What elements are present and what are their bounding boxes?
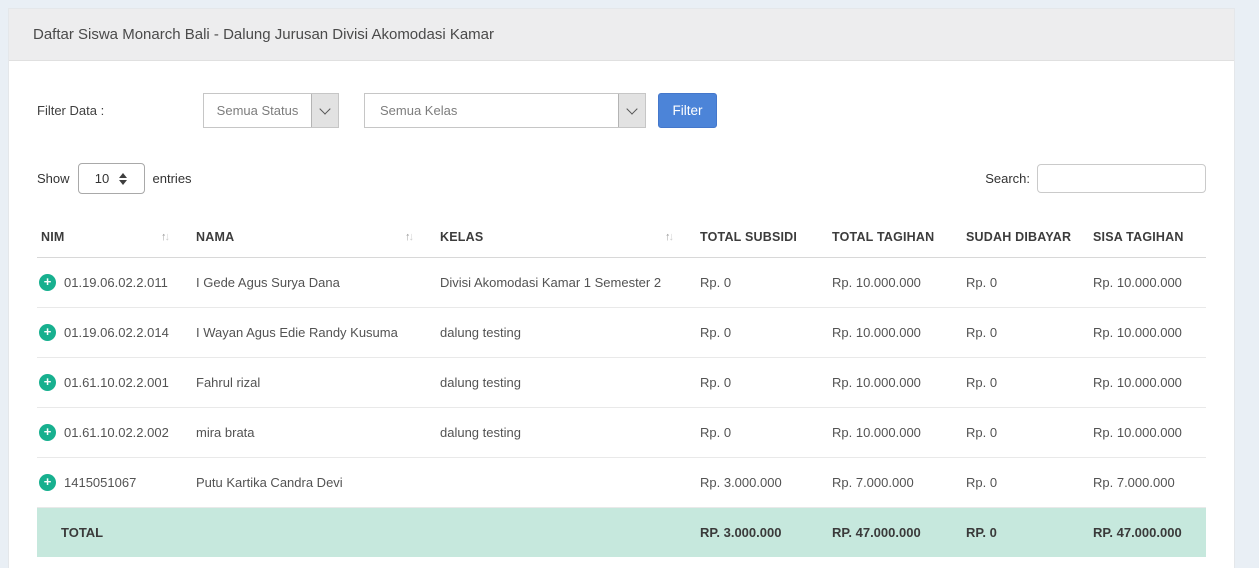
panel-body: Filter Data : Semua Status Semua Kelas F… xyxy=(9,61,1234,558)
column-header-sisa-tagihan: SISA TAGIHAN xyxy=(1089,217,1206,258)
column-header-kelas[interactable]: KELAS ↑↓ xyxy=(436,217,696,258)
cell-kelas: dalung testing xyxy=(436,357,696,409)
sort-icon: ↑↓ xyxy=(665,231,674,243)
cell-total-tagihan: Rp. 7.000.000 xyxy=(828,457,962,509)
panel-header: Daftar Siswa Monarch Bali - Dalung Jurus… xyxy=(9,9,1234,61)
cell-nim: 01.61.10.02.2.002 xyxy=(64,425,169,441)
table-row: +01.19.06.02.2.014 I Wayan Agus Edie Ran… xyxy=(37,307,1206,359)
show-label: Show xyxy=(37,171,70,186)
cell-total-tagihan: Rp. 10.000.000 xyxy=(828,307,962,359)
cell-sudah-dibayar: Rp. 0 xyxy=(962,257,1089,309)
column-header-total-subsidi: TOTAL SUBSIDI xyxy=(696,217,828,258)
sort-icon: ↑↓ xyxy=(405,231,414,243)
total-row: TOTAL RP. 3.000.000 RP. 47.000.000 RP. 0… xyxy=(37,507,1206,558)
cell-nama: Putu Kartika Candra Devi xyxy=(192,457,436,509)
table-header-row: NIM ↑↓ NAMA ↑↓ KELAS ↑↓ TOTAL SUBSIDI TO… xyxy=(37,217,1206,258)
filter-row: Filter Data : Semua Status Semua Kelas F… xyxy=(37,93,1206,128)
show-entries-control: Show 10 entries xyxy=(37,163,192,194)
total-label: TOTAL xyxy=(37,507,696,558)
search-input[interactable] xyxy=(1037,164,1206,193)
cell-total-subsidi: Rp. 3.000.000 xyxy=(696,457,828,509)
kelas-select-value: Semua Kelas xyxy=(380,103,458,118)
column-header-total-tagihan: TOTAL TAGIHAN xyxy=(828,217,962,258)
column-header-sudah-dibayar: SUDAH DIBAYAR xyxy=(962,217,1089,258)
cell-kelas: dalung testing xyxy=(436,307,696,359)
chevron-down-icon xyxy=(618,94,645,127)
expand-row-icon[interactable]: + xyxy=(39,424,56,442)
cell-sudah-dibayar: Rp. 0 xyxy=(962,357,1089,409)
total-sisa-value: RP. 47.000.000 xyxy=(1089,507,1206,558)
cell-total-tagihan: Rp. 10.000.000 xyxy=(828,257,962,309)
cell-total-subsidi: Rp. 0 xyxy=(696,307,828,359)
cell-sisa-tagihan: Rp. 7.000.000 xyxy=(1089,457,1206,509)
total-subsidi-value: RP. 3.000.000 xyxy=(696,507,828,558)
expand-row-icon[interactable]: + xyxy=(39,274,56,292)
cell-sisa-tagihan: Rp. 10.000.000 xyxy=(1089,307,1206,359)
table-row: +01.19.06.02.2.011 I Gede Agus Surya Dan… xyxy=(37,257,1206,309)
entries-label: entries xyxy=(152,171,192,186)
cell-total-subsidi: Rp. 0 xyxy=(696,257,828,309)
cell-nama: I Gede Agus Surya Dana xyxy=(192,257,436,309)
column-header-nim[interactable]: NIM ↑↓ xyxy=(37,217,192,258)
filter-data-label: Filter Data : xyxy=(37,103,105,118)
page-length-select[interactable]: 10 xyxy=(77,163,145,194)
cell-total-tagihan: Rp. 10.000.000 xyxy=(828,407,962,459)
cell-nama: I Wayan Agus Edie Randy Kusuma xyxy=(192,307,436,359)
cell-nim: 1415051067 xyxy=(64,475,137,491)
main-panel: Daftar Siswa Monarch Bali - Dalung Jurus… xyxy=(8,8,1235,568)
cell-sudah-dibayar: Rp. 0 xyxy=(962,407,1089,459)
total-dibayar-value: RP. 0 xyxy=(962,507,1089,558)
expand-row-icon[interactable]: + xyxy=(39,324,56,342)
table-row: +01.61.10.02.2.001 Fahrul rizal dalung t… xyxy=(37,357,1206,409)
expand-row-icon[interactable]: + xyxy=(39,374,56,392)
filter-button[interactable]: Filter xyxy=(658,93,717,128)
chevron-down-icon xyxy=(311,94,338,127)
table-row: +01.61.10.02.2.002 mira brata dalung tes… xyxy=(37,407,1206,459)
table-controls-row: Show 10 entries Search: xyxy=(37,163,1206,194)
kelas-select[interactable]: Semua Kelas xyxy=(364,93,646,128)
page-title: Daftar Siswa Monarch Bali - Dalung Jurus… xyxy=(33,26,495,43)
cell-nama: Fahrul rizal xyxy=(192,357,436,409)
status-select-value: Semua Status xyxy=(216,103,299,118)
cell-sudah-dibayar: Rp. 0 xyxy=(962,457,1089,509)
column-header-nama[interactable]: NAMA ↑↓ xyxy=(192,217,436,258)
page-length-value: 10 xyxy=(94,171,110,186)
cell-total-tagihan: Rp. 10.000.000 xyxy=(828,357,962,409)
table-row: +1415051067 Putu Kartika Candra Devi Rp.… xyxy=(37,457,1206,509)
cell-kelas xyxy=(436,457,696,509)
spinner-arrows-icon xyxy=(119,172,128,185)
students-table: NIM ↑↓ NAMA ↑↓ KELAS ↑↓ TOTAL SUBSIDI TO… xyxy=(37,217,1206,558)
cell-sisa-tagihan: Rp. 10.000.000 xyxy=(1089,407,1206,459)
cell-nim: 01.19.06.02.2.011 xyxy=(64,275,168,291)
total-tagihan-value: RP. 47.000.000 xyxy=(828,507,962,558)
search-control: Search: xyxy=(985,164,1206,193)
cell-total-subsidi: Rp. 0 xyxy=(696,407,828,459)
cell-nama: mira brata xyxy=(192,407,436,459)
cell-kelas: Divisi Akomodasi Kamar 1 Semester 2 xyxy=(436,257,696,309)
status-select[interactable]: Semua Status xyxy=(203,93,339,128)
table-body: +01.19.06.02.2.011 I Gede Agus Surya Dan… xyxy=(37,257,1206,509)
cell-nim: 01.19.06.02.2.014 xyxy=(64,325,169,341)
cell-sudah-dibayar: Rp. 0 xyxy=(962,307,1089,359)
search-label: Search: xyxy=(985,171,1030,186)
cell-sisa-tagihan: Rp. 10.000.000 xyxy=(1089,357,1206,409)
cell-nim: 01.61.10.02.2.001 xyxy=(64,375,169,391)
sort-icon: ↑↓ xyxy=(161,231,170,243)
cell-total-subsidi: Rp. 0 xyxy=(696,357,828,409)
cell-kelas: dalung testing xyxy=(436,407,696,459)
expand-row-icon[interactable]: + xyxy=(39,474,56,492)
cell-sisa-tagihan: Rp. 10.000.000 xyxy=(1089,257,1206,309)
